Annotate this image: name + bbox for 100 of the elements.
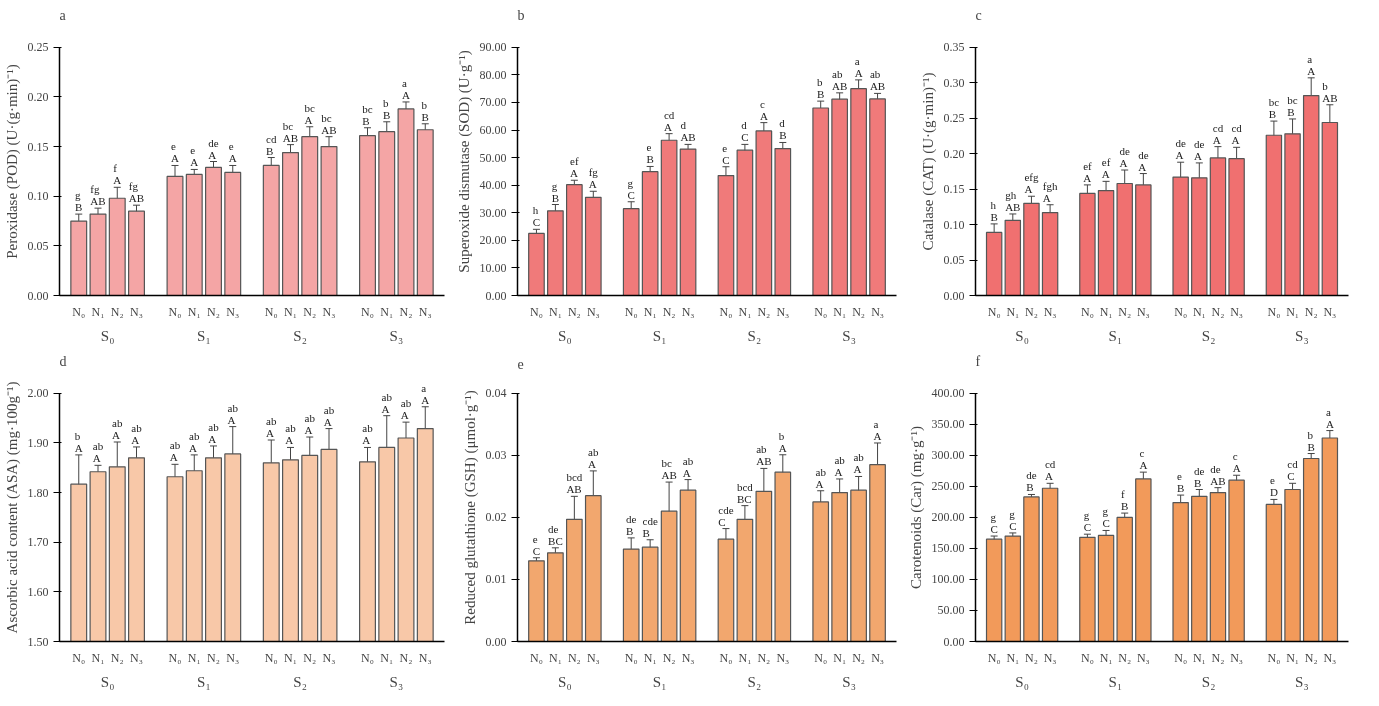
- chart-title: a: [59, 7, 67, 23]
- y-tick-label: 0.30: [943, 75, 965, 90]
- data-label: ab AB: [832, 67, 848, 92]
- data-label: e B: [646, 141, 654, 166]
- data-label: ab A: [323, 403, 335, 428]
- y-tick-label: 10.00: [479, 260, 507, 275]
- x-tick-label: N₁: [380, 304, 394, 319]
- x-tick-label: N₁: [833, 650, 847, 665]
- data-label: c A: [1232, 450, 1241, 475]
- data-label: g B: [75, 189, 83, 214]
- x-tick-label: N₂: [303, 650, 317, 665]
- x-tick-label: N₀: [361, 304, 374, 319]
- x-tick-label: N₃: [130, 650, 143, 665]
- data-label: efg A: [1024, 171, 1039, 196]
- data-label: b B: [1307, 428, 1315, 453]
- x-tick-label: N₁: [284, 650, 297, 665]
- x-tick-label: N₃: [322, 650, 336, 665]
- data-label: g C: [1083, 509, 1092, 534]
- x-tick-label: N₂: [757, 650, 771, 665]
- x-tick-label: N₃: [1136, 304, 1150, 319]
- data-label: ab A: [588, 445, 599, 470]
- x-tick-label: N₀: [1080, 650, 1094, 665]
- text: S₁: [1108, 673, 1123, 690]
- text: S₃: [389, 673, 404, 690]
- x-tick-label: N₃: [130, 304, 143, 319]
- y-tick-label: 0.10: [27, 189, 49, 204]
- data-label: de BC: [548, 522, 563, 547]
- data-label: de A: [1194, 137, 1205, 162]
- y-tick-label: 1.80: [27, 485, 49, 500]
- data-label: fg AB: [128, 180, 145, 205]
- x-tick-label: N₃: [418, 304, 432, 319]
- text: S₃: [1295, 673, 1309, 690]
- x-tick-label: N₂: [567, 304, 581, 319]
- data-label: g C: [627, 176, 635, 201]
- text: S₀: [100, 673, 115, 690]
- x-tick-label: N₁: [380, 650, 394, 665]
- y-tick-label: 0.02: [485, 510, 507, 525]
- data-label: cde C: [718, 503, 734, 528]
- data-label: f B: [1121, 488, 1129, 513]
- x-tick-label: N₁: [1006, 304, 1020, 319]
- y-tick-label: 200.00: [931, 510, 965, 525]
- data-label: de A: [208, 136, 219, 161]
- x-tick-label: N₀: [987, 304, 1001, 319]
- data-label: g C: [990, 511, 998, 536]
- y-tick-label: 0.35: [943, 40, 965, 55]
- x-tick-label: N₂: [1118, 304, 1132, 319]
- data-label: de B: [1194, 464, 1205, 489]
- x-tick-label: N₂: [662, 650, 676, 665]
- data-label: de B: [1026, 469, 1037, 494]
- x-tick-label: N₁: [548, 304, 562, 319]
- y-tick-label: 250.00: [931, 479, 965, 494]
- x-tick-label: N₃: [776, 650, 790, 665]
- data-label: cd A: [1044, 458, 1056, 483]
- y-tick-label: 0.05: [943, 253, 965, 268]
- data-label: ab A: [92, 440, 104, 465]
- x-tick-label: N₁: [187, 650, 201, 665]
- data-label: e A: [190, 144, 199, 169]
- x-tick-label: N₀: [361, 650, 374, 665]
- x-tick-label: N₃: [322, 304, 336, 319]
- x-tick-label: N₃: [681, 304, 695, 319]
- x-tick-label: N₁: [1192, 304, 1206, 319]
- y-tick-label: 0.00: [485, 634, 507, 649]
- x-tick-label: N₃: [226, 304, 240, 319]
- text: S₂: [747, 673, 762, 690]
- data-label: ab A: [266, 415, 277, 439]
- data-label: de A: [1119, 145, 1131, 170]
- x-tick-label: N₃: [1043, 650, 1057, 665]
- x-tick-label: N₁: [1192, 650, 1206, 665]
- chart-title: f: [975, 353, 981, 369]
- data-label: a A: [854, 54, 863, 79]
- x-tick-label: N₃: [871, 304, 884, 319]
- data-label: c A: [1139, 447, 1148, 472]
- data-label: bc AB: [282, 119, 299, 144]
- data-label: ab A: [189, 429, 200, 454]
- x-tick-label: N₂: [399, 304, 413, 319]
- data-label: cd B: [266, 132, 277, 157]
- y-tick-label: 0.25: [27, 40, 49, 55]
- data-label: b B: [421, 98, 429, 123]
- x-tick-label: N₂: [1211, 650, 1225, 665]
- data-label: b B: [817, 76, 825, 101]
- x-tick-label: N₁: [643, 304, 657, 319]
- x-tick-label: N₀: [1174, 650, 1188, 665]
- data-label: ab A: [815, 465, 827, 490]
- data-label: a A: [421, 381, 430, 406]
- y-tick-label: 50.00: [937, 603, 965, 618]
- data-label: ef A: [570, 155, 579, 180]
- chart-title: d: [59, 353, 67, 369]
- text: S₃: [842, 327, 856, 344]
- x-tick-label: N₀: [264, 304, 278, 319]
- data-label: a A: [402, 76, 411, 101]
- y-tick-label: 70.00: [479, 95, 507, 110]
- y-tick-label: 0.05: [27, 238, 49, 253]
- data-label: cd A: [663, 108, 675, 133]
- data-label: e B: [1176, 470, 1185, 495]
- x-tick-label: N₂: [1211, 304, 1225, 319]
- x-tick-label: N₁: [1099, 650, 1113, 665]
- x-tick-label: N₀: [624, 304, 638, 319]
- data-label: f A: [113, 162, 122, 187]
- x-tick-label: N₂: [852, 650, 866, 665]
- x-tick-label: N₂: [567, 650, 581, 665]
